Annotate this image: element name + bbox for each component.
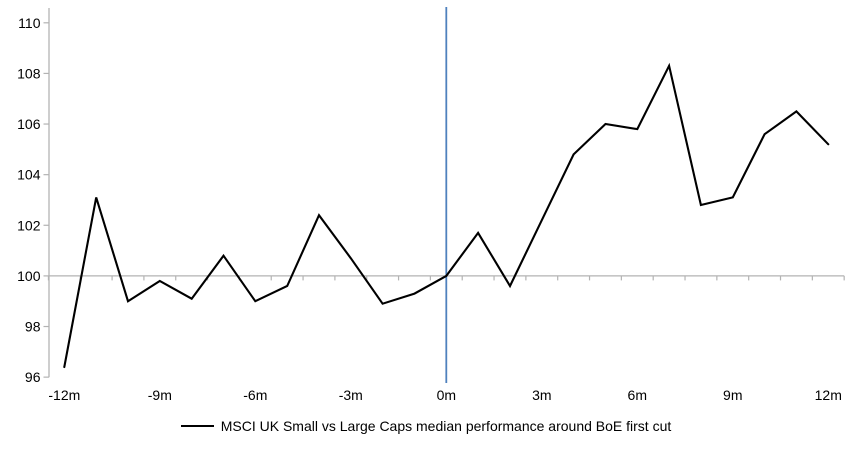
x-tick-label: -9m xyxy=(148,387,172,403)
y-tick-label: 102 xyxy=(17,217,41,233)
y-tick-label: 98 xyxy=(25,319,41,335)
x-tick-label: -3m xyxy=(339,387,363,403)
x-tick-label: 12m xyxy=(815,387,842,403)
x-tick-label: 9m xyxy=(723,387,742,403)
x-tick-label: 3m xyxy=(532,387,551,403)
x-tick-label: -12m xyxy=(48,387,80,403)
legend: MSCI UK Small vs Large Caps median perfo… xyxy=(0,415,852,437)
y-tick-label: 100 xyxy=(17,268,41,284)
legend-line-swatch-icon xyxy=(180,425,214,427)
x-tick-label: 0m xyxy=(437,387,456,403)
y-tick-label: 106 xyxy=(17,116,41,132)
y-tick-label: 108 xyxy=(17,65,41,81)
x-tick-label: -6m xyxy=(243,387,267,403)
series-line xyxy=(63,62,830,369)
y-tick-label: 104 xyxy=(17,167,41,183)
y-tick-label: 96 xyxy=(25,369,41,385)
y-tick-label: 110 xyxy=(18,15,41,31)
x-tick-label: 6m xyxy=(628,387,647,403)
legend-label: MSCI UK Small vs Large Caps median perfo… xyxy=(220,418,672,434)
